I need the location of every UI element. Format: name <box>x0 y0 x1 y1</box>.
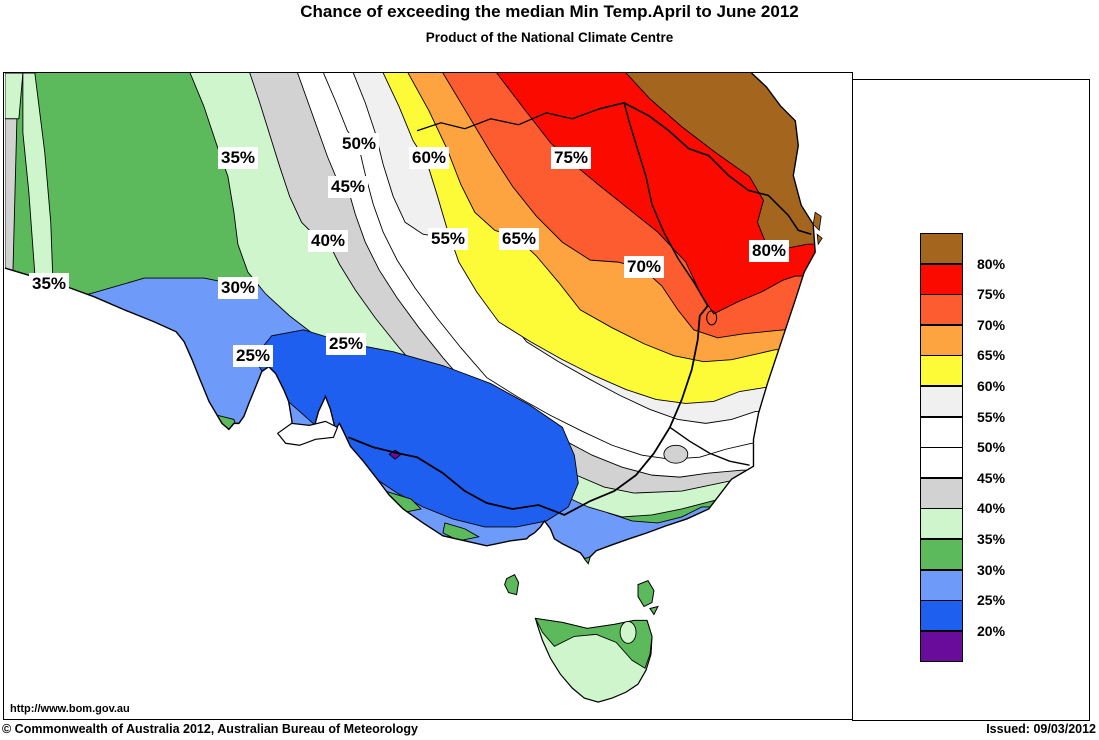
legend-label: 70% <box>977 316 1006 333</box>
contour-label: 25% <box>325 333 367 355</box>
coastal-green-patch <box>442 522 481 542</box>
legend-swatch <box>920 324 963 356</box>
contour-label: 80% <box>748 240 790 262</box>
legend-swatch <box>920 539 963 570</box>
legend-swatch <box>920 508 963 540</box>
contour-label: 70% <box>623 256 665 278</box>
legend-panel <box>852 79 1090 721</box>
contour-label: 55% <box>427 228 469 250</box>
contour-label: 50% <box>338 133 380 155</box>
legend-swatch <box>920 233 963 264</box>
state-borders-rivers <box>348 102 812 516</box>
legend-swatch <box>920 263 963 295</box>
contour-label: 35% <box>28 273 70 295</box>
legend-label: 30% <box>977 561 1006 578</box>
legend-label: 20% <box>977 622 1006 639</box>
contour-label: 60% <box>408 147 450 169</box>
contour-label: 30% <box>217 277 259 299</box>
band-west-palegreen-corner <box>4 73 24 120</box>
coastline-mainland <box>4 73 816 562</box>
bom-url-watermark: http://www.bom.gov.au <box>10 703 130 715</box>
legend-swatch <box>920 416 963 448</box>
bass-strait-islands <box>504 555 659 616</box>
legend-label: 25% <box>977 592 1006 609</box>
legend-label: 65% <box>977 347 1006 364</box>
legend-label: 50% <box>977 439 1006 456</box>
issued-date: Issued: 09/03/2012 <box>986 722 1096 736</box>
legend-swatch <box>920 386 963 417</box>
contour-label: 35% <box>217 147 259 169</box>
legend-label: 80% <box>977 255 1006 272</box>
legend-label: 45% <box>977 469 1006 486</box>
alpine-enclave <box>663 444 689 464</box>
legend-swatch <box>920 477 963 509</box>
east-coast-islets <box>812 211 823 246</box>
page-subtitle: Product of the National Climate Centre <box>425 30 674 45</box>
map-panel: 35% 50% 60% 75% 45% 40% 55% 65% 70% 80% 35% 30% 25% 2… <box>3 72 853 720</box>
copyright-text: © Commonwealth of Australia 2012, Austra… <box>2 722 418 736</box>
contour-label: 40% <box>307 230 349 252</box>
band-80-plus <box>625 73 816 249</box>
kangaroo-island <box>276 420 339 446</box>
legend-label: 55% <box>977 408 1006 425</box>
contour-label: 45% <box>327 176 369 198</box>
tasmania <box>534 617 653 703</box>
legend-swatch <box>920 600 963 632</box>
legend-swatch <box>920 447 963 479</box>
legend-swatch <box>920 630 963 662</box>
legend-swatch <box>920 294 963 326</box>
page-title: Chance of exceeding the median Min Temp.… <box>300 2 799 21</box>
legend-label: 60% <box>977 378 1006 394</box>
contour-label: 25% <box>232 345 274 367</box>
legend-swatch <box>920 569 963 601</box>
legend-label: 75% <box>977 286 1006 303</box>
contour-label: 75% <box>550 147 592 169</box>
contour-map <box>4 73 823 703</box>
legend-swatch <box>920 355 963 387</box>
legend-label: 40% <box>977 500 1006 517</box>
legend-label: 35% <box>977 531 1006 547</box>
contour-label: 65% <box>498 228 540 250</box>
